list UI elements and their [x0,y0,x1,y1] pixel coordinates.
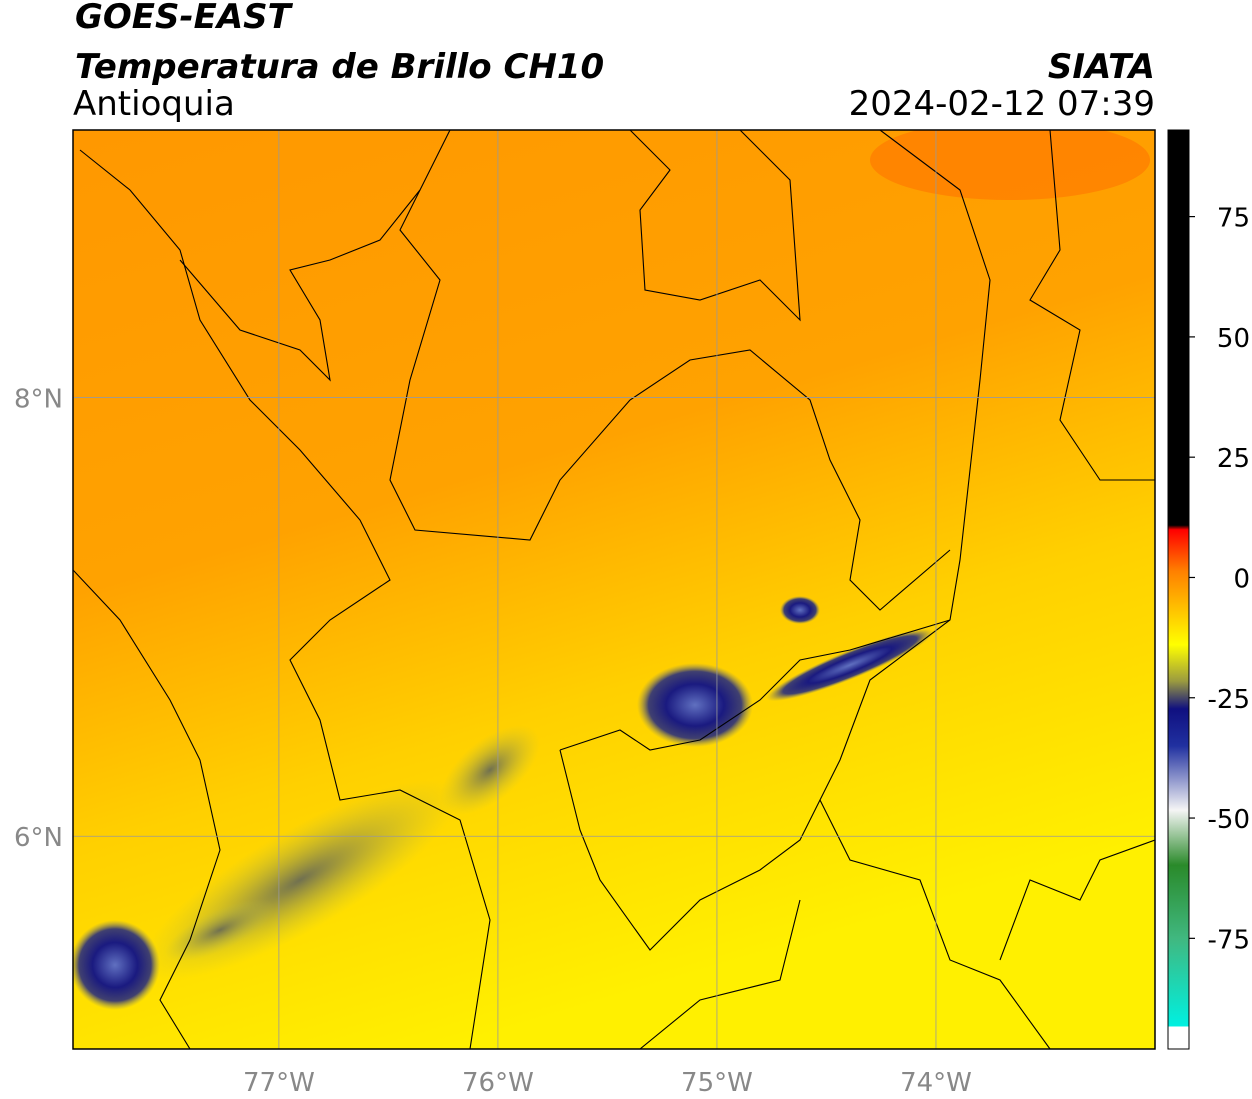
title: GOES-EAST [75,0,294,37]
x-tick-label: 74°W [900,1068,972,1098]
map [73,130,1155,1049]
colorbar-tick-label: 50 [1217,324,1250,354]
warm-area [870,130,1150,200]
colorbar-tick-label: 25 [1217,444,1250,474]
cloud [766,628,934,702]
colorbar-tick-label: 0 [1233,564,1250,594]
cloud [780,596,820,624]
map-frame [72,129,1156,1050]
boundaries [73,130,1155,1049]
colorbar-tick-label: -25 [1208,685,1250,715]
colorbar-tick-label: -75 [1208,925,1250,955]
grid [73,130,1155,1049]
y-tick-label: 8°N [14,385,63,415]
colorbar-tick-label: 75 [1217,204,1250,234]
cloud [637,663,753,747]
cloud [73,920,160,1010]
x-tick-label: 75°W [681,1068,753,1098]
y-tick-label: 6°N [14,823,63,853]
datetime: 2024-02-12 07:39 [849,84,1155,124]
source: SIATA [1048,47,1155,87]
region: Antioquia [73,84,235,124]
subtitle: Temperatura de Brillo CH10 [75,47,604,87]
colorbar-tick-label: -50 [1208,805,1250,835]
x-tick-label: 76°W [462,1068,534,1098]
cloud [440,725,540,815]
colorbar [1167,129,1190,1050]
cloud [164,898,276,962]
x-tick-label: 77°W [243,1068,315,1098]
